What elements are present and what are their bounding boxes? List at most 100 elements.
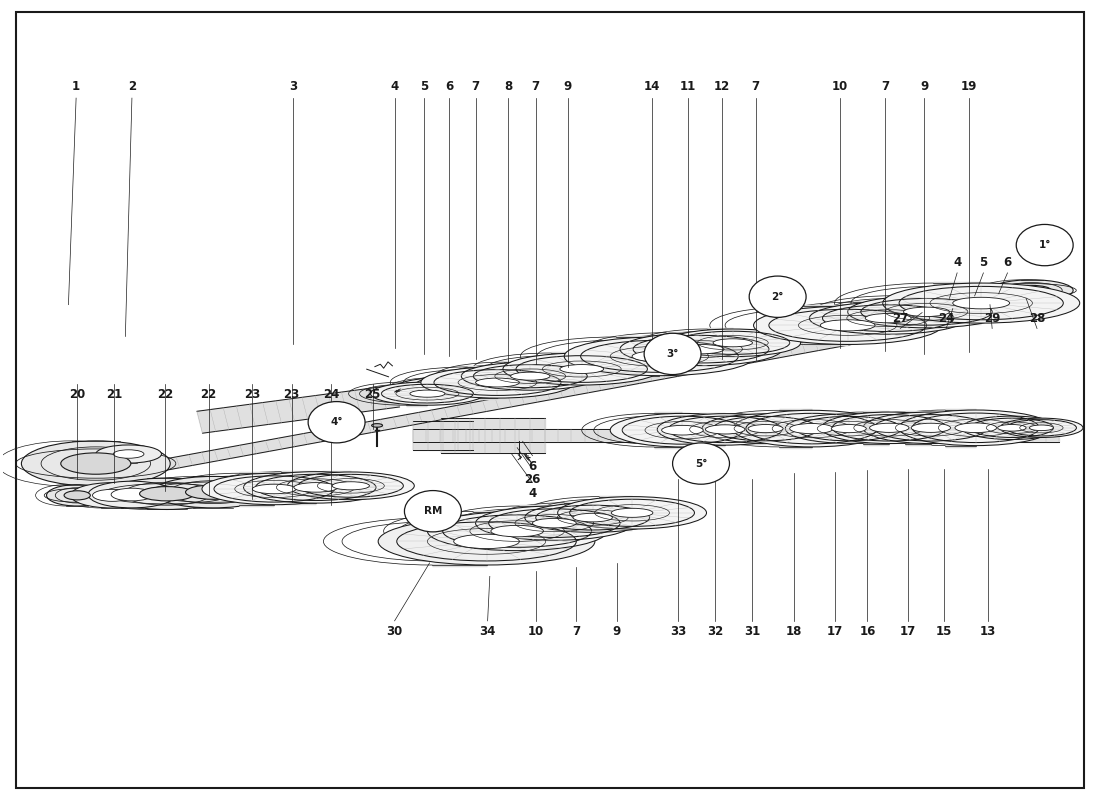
Ellipse shape bbox=[243, 472, 388, 503]
Ellipse shape bbox=[46, 485, 108, 506]
Ellipse shape bbox=[475, 378, 519, 387]
Text: 10: 10 bbox=[528, 625, 543, 638]
Circle shape bbox=[1016, 225, 1074, 266]
Text: 31: 31 bbox=[745, 625, 760, 638]
Text: 7: 7 bbox=[751, 79, 760, 93]
Ellipse shape bbox=[140, 486, 195, 501]
Ellipse shape bbox=[610, 414, 755, 447]
Ellipse shape bbox=[936, 289, 1028, 309]
Ellipse shape bbox=[64, 490, 90, 500]
Text: 4°: 4° bbox=[330, 418, 343, 427]
Text: 23: 23 bbox=[244, 388, 261, 401]
Polygon shape bbox=[197, 385, 399, 433]
Text: 20: 20 bbox=[69, 388, 86, 401]
Ellipse shape bbox=[848, 296, 1005, 328]
Ellipse shape bbox=[558, 497, 706, 529]
Ellipse shape bbox=[442, 382, 482, 390]
Text: 9: 9 bbox=[563, 79, 572, 93]
Text: 22: 22 bbox=[200, 388, 217, 401]
Text: 5°: 5° bbox=[695, 458, 707, 469]
Text: 24: 24 bbox=[323, 388, 339, 401]
Circle shape bbox=[672, 443, 729, 484]
Text: 6: 6 bbox=[1003, 256, 1012, 269]
Text: 12: 12 bbox=[714, 79, 730, 93]
Ellipse shape bbox=[1000, 418, 1084, 438]
Ellipse shape bbox=[903, 307, 949, 317]
Ellipse shape bbox=[252, 484, 296, 494]
Ellipse shape bbox=[700, 330, 783, 347]
Text: 24: 24 bbox=[938, 311, 955, 325]
Text: 6: 6 bbox=[528, 459, 537, 473]
Ellipse shape bbox=[664, 329, 801, 357]
Ellipse shape bbox=[748, 425, 783, 433]
Ellipse shape bbox=[153, 477, 273, 508]
Ellipse shape bbox=[998, 425, 1026, 431]
Polygon shape bbox=[441, 418, 544, 454]
Ellipse shape bbox=[378, 518, 595, 565]
Ellipse shape bbox=[713, 338, 752, 347]
Ellipse shape bbox=[186, 485, 240, 499]
Ellipse shape bbox=[488, 362, 590, 383]
Ellipse shape bbox=[107, 478, 227, 510]
Ellipse shape bbox=[294, 482, 338, 492]
Ellipse shape bbox=[573, 514, 613, 522]
Text: 7: 7 bbox=[881, 79, 889, 93]
Text: 26: 26 bbox=[525, 473, 541, 486]
Text: 18: 18 bbox=[785, 625, 802, 638]
Ellipse shape bbox=[453, 534, 519, 549]
Ellipse shape bbox=[394, 378, 498, 400]
Ellipse shape bbox=[475, 506, 634, 540]
Polygon shape bbox=[62, 295, 1060, 489]
Ellipse shape bbox=[415, 375, 510, 396]
Text: 3°: 3° bbox=[667, 349, 679, 359]
Ellipse shape bbox=[870, 423, 909, 432]
Ellipse shape bbox=[785, 414, 912, 443]
Text: 34: 34 bbox=[480, 625, 496, 638]
Ellipse shape bbox=[70, 482, 154, 508]
Ellipse shape bbox=[943, 298, 984, 307]
Ellipse shape bbox=[421, 367, 574, 398]
Ellipse shape bbox=[92, 490, 132, 502]
Ellipse shape bbox=[953, 298, 1010, 309]
Text: 29: 29 bbox=[984, 311, 1000, 325]
Ellipse shape bbox=[425, 384, 468, 394]
Text: 28: 28 bbox=[1028, 311, 1045, 325]
Ellipse shape bbox=[332, 482, 370, 490]
Text: 17: 17 bbox=[900, 625, 916, 638]
Text: 9: 9 bbox=[613, 625, 620, 638]
Ellipse shape bbox=[899, 410, 1053, 446]
Text: 4: 4 bbox=[390, 79, 398, 93]
Ellipse shape bbox=[661, 426, 703, 435]
Ellipse shape bbox=[883, 293, 1004, 319]
Circle shape bbox=[645, 334, 701, 374]
Text: 19: 19 bbox=[961, 79, 978, 93]
Ellipse shape bbox=[821, 320, 876, 331]
Text: 2°: 2° bbox=[771, 292, 784, 302]
Text: 4: 4 bbox=[953, 256, 961, 269]
Ellipse shape bbox=[60, 453, 131, 474]
Ellipse shape bbox=[371, 382, 484, 406]
Ellipse shape bbox=[866, 314, 911, 323]
Circle shape bbox=[749, 276, 806, 318]
Text: 25: 25 bbox=[364, 388, 381, 401]
Ellipse shape bbox=[702, 414, 829, 443]
Text: 22: 22 bbox=[156, 388, 173, 401]
Text: 7: 7 bbox=[572, 625, 581, 638]
Text: 14: 14 bbox=[644, 79, 660, 93]
Text: 13: 13 bbox=[980, 625, 996, 638]
Text: 32: 32 bbox=[707, 625, 724, 638]
Circle shape bbox=[308, 402, 365, 443]
Text: 21: 21 bbox=[107, 388, 122, 401]
Text: 5: 5 bbox=[420, 79, 428, 93]
Ellipse shape bbox=[564, 337, 755, 376]
Text: 27: 27 bbox=[892, 311, 909, 325]
Ellipse shape bbox=[725, 335, 758, 342]
Text: 9: 9 bbox=[921, 79, 928, 93]
Text: 5: 5 bbox=[979, 256, 988, 269]
Ellipse shape bbox=[955, 423, 997, 433]
Ellipse shape bbox=[733, 410, 890, 447]
Text: 30: 30 bbox=[386, 625, 403, 638]
Text: 33: 33 bbox=[670, 625, 686, 638]
Ellipse shape bbox=[113, 450, 144, 458]
Ellipse shape bbox=[111, 488, 153, 501]
